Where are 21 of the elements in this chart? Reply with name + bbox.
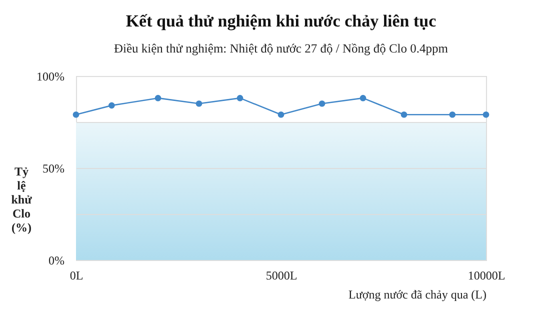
chart-subtitle: Điều kiện thử nghiệm: Nhiệt độ nước 27 độ / Nồng độ Clo 0.4ppm <box>114 42 448 56</box>
x-axis-title: Lượng nước đã chảy qua (L) <box>348 288 486 302</box>
y-axis-title: Tỷ lệ khử Clo (%) <box>11 164 33 234</box>
y-tick-label: 0% <box>48 254 64 268</box>
point <box>318 100 326 107</box>
point <box>449 111 456 118</box>
point <box>278 111 284 118</box>
chart-title: Kết quả thử nghiệm khi nước chảy liên tục <box>126 12 437 30</box>
point <box>482 111 490 118</box>
point <box>154 94 162 102</box>
x-tick-label: 5000L <box>266 268 298 282</box>
x-tick-label: 0L <box>70 268 84 282</box>
point <box>360 94 366 102</box>
point <box>108 102 115 109</box>
y-tick-label: 100% <box>36 70 64 84</box>
x-tick-label: 10000L <box>468 268 506 282</box>
point <box>400 111 408 118</box>
point <box>236 94 244 102</box>
point <box>196 100 202 107</box>
point <box>72 111 80 118</box>
y-tick-label: 50% <box>42 162 64 176</box>
